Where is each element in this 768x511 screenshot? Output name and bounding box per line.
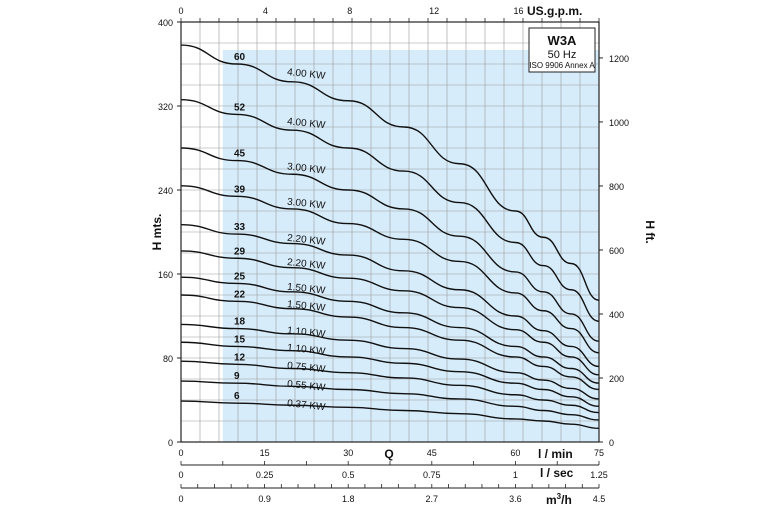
- stage-label-29: 29: [234, 246, 246, 257]
- chart-title: W3A: [548, 33, 578, 48]
- stage-label-15: 15: [234, 334, 246, 345]
- y-left-tick-label: 0: [168, 438, 173, 448]
- curve-29: [180, 250, 600, 376]
- y-right-tick-label: 200: [609, 374, 624, 384]
- power-label-18: 1.10 KW: [287, 325, 327, 340]
- title-box: W3A 50 Hz ISO 9906 Annex A: [528, 27, 596, 73]
- stage-label-25: 25: [234, 271, 246, 282]
- power-label-25: 1.50 KW: [287, 282, 327, 297]
- x-m3h-tick-label: 3.6: [509, 494, 522, 504]
- power-label-33: 2.20 KW: [287, 233, 327, 248]
- stage-label-39: 39: [234, 184, 246, 195]
- power-label-15: 1.10 KW: [287, 343, 327, 358]
- y-left-tick-label: 80: [163, 354, 173, 364]
- curve-6: [180, 400, 600, 430]
- curve-25: [180, 276, 600, 384]
- y-right-tick-label: 1000: [609, 118, 629, 128]
- x-top-tick-label: 0: [178, 6, 183, 16]
- chart-note: ISO 9906 Annex A: [529, 61, 595, 70]
- power-label-6: 0.37 KW: [287, 398, 327, 413]
- y-right-tick-label: 400: [609, 310, 624, 320]
- stage-label-12: 12: [234, 352, 246, 363]
- y-right-tick-label: 1200: [609, 54, 629, 64]
- y-left-tick-label: 320: [158, 102, 173, 112]
- x-lmin-axis-label: l / min: [538, 447, 573, 461]
- x-m3h-tick-label: 2.7: [426, 494, 439, 504]
- curve-22: [180, 294, 600, 391]
- y-left-tick-label: 160: [158, 270, 173, 280]
- stage-label-45: 45: [234, 149, 246, 160]
- chart-subtitle: 50 Hz: [548, 49, 577, 61]
- x-top-tick-label: 8: [347, 6, 352, 16]
- shaded-area: [222, 50, 600, 442]
- stage-label-33: 33: [234, 222, 246, 233]
- x-lmin-tick-label: 45: [427, 448, 437, 458]
- power-label-29: 2.20 KW: [287, 257, 327, 272]
- x-lmin-tick-label: 15: [260, 448, 270, 458]
- grid-lines: [181, 22, 599, 442]
- power-label-45: 3.00 KW: [287, 161, 327, 176]
- shaded-operating-region: [222, 50, 600, 442]
- stage-label-22: 22: [234, 289, 246, 300]
- x-top-tick-label: 16: [514, 6, 524, 16]
- y-left-tick-label: 400: [158, 18, 173, 28]
- curve-33: [180, 223, 600, 368]
- x-m3h-tick-label: 4.5: [593, 494, 606, 504]
- y-left-axis-label: H mts.: [150, 214, 164, 251]
- x-top-tick-label: 12: [429, 6, 439, 16]
- curve-39: [180, 185, 600, 354]
- stage-label-60: 60: [234, 52, 246, 63]
- curve-9: [180, 380, 600, 421]
- x-top-tick-label: 4: [263, 6, 268, 16]
- power-label-9: 0.55 KW: [287, 379, 327, 394]
- power-label-22: 1.50 KW: [287, 299, 327, 314]
- x-m3h-tick-label: 1.8: [342, 494, 355, 504]
- stage-label-6: 6: [234, 391, 240, 402]
- curve-12: [180, 360, 600, 414]
- x-lmin-tick-label: 30: [343, 448, 353, 458]
- x-m3h-tick-label: 0.9: [258, 494, 271, 504]
- title-box-frame: [528, 27, 596, 73]
- performance-curves: 60 4.00 KW 52 4.00 KW 45 3.00 KW 39 3.00 KW 33 2.…: [180, 44, 600, 430]
- power-label-60: 4.00 KW: [287, 67, 327, 82]
- y-right-axis-label: H ft.: [643, 220, 657, 243]
- power-label-12: 0.75 KW: [287, 360, 327, 375]
- x-lsec-tick-label: 0: [178, 470, 183, 480]
- curve-60: [180, 44, 600, 301]
- x-lsec-tick-label: 0.5: [342, 470, 355, 480]
- x-m3h-tick-label: 0: [178, 494, 183, 504]
- stage-label-18: 18: [234, 317, 246, 328]
- x-lsec-tick-label: 0.25: [256, 470, 274, 480]
- y-right-tick-label: 800: [609, 182, 624, 192]
- curve-52: [180, 99, 600, 322]
- x-top-axis-label: US.g.p.m.: [527, 4, 582, 18]
- x-lmin-tick-label: 60: [510, 448, 520, 458]
- x-lmin-tick-label: 0: [178, 448, 183, 458]
- y-right-tick-label: 600: [609, 246, 624, 256]
- curve-45: [180, 147, 600, 342]
- x-mid-label: Q: [384, 447, 393, 461]
- x-lsec-axis-label: l / sec: [540, 466, 574, 480]
- y-right-tick-label: 0: [609, 438, 614, 448]
- curve-18: [180, 323, 600, 400]
- y-left-tick-label: 240: [158, 186, 173, 196]
- x-m3h-axis-label: m3/h: [546, 492, 572, 507]
- stage-label-9: 9: [234, 371, 240, 382]
- power-label-52: 4.00 KW: [287, 116, 327, 131]
- curve-15: [180, 341, 600, 407]
- power-label-39: 3.00 KW: [287, 197, 327, 212]
- x-lsec-tick-label: 0.75: [423, 470, 441, 480]
- x-lsec-tick-label: 1: [513, 470, 518, 480]
- x-lsec-tick-label: 1.25: [590, 470, 608, 480]
- stage-label-52: 52: [234, 102, 246, 113]
- x-lmin-tick-label: 75: [594, 448, 604, 458]
